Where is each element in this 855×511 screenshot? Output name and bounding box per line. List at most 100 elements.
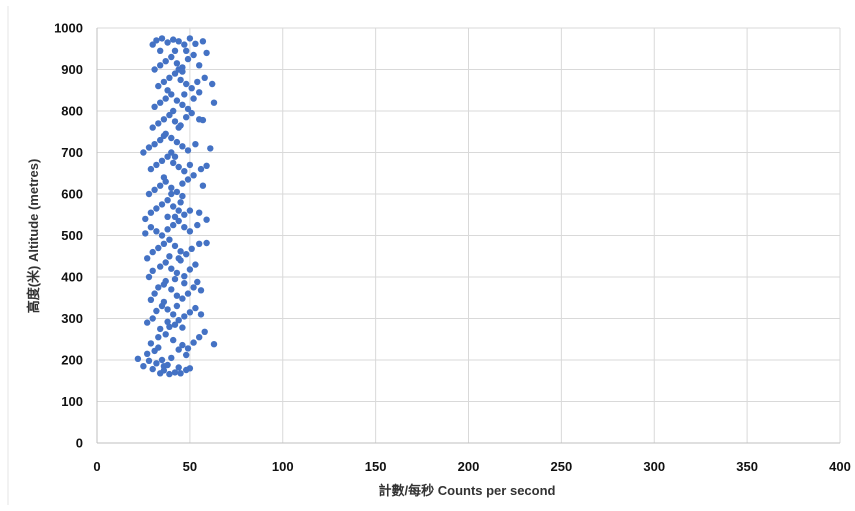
data-point bbox=[158, 356, 166, 364]
data-point bbox=[158, 35, 166, 42]
data-point bbox=[160, 174, 168, 181]
data-point bbox=[168, 184, 175, 191]
data-point bbox=[168, 354, 175, 362]
data-point bbox=[181, 168, 188, 175]
data-point bbox=[199, 182, 207, 189]
data-point bbox=[164, 87, 171, 94]
data-point bbox=[157, 62, 164, 69]
data-point bbox=[147, 296, 155, 303]
data-point bbox=[183, 114, 190, 121]
data-point bbox=[166, 323, 173, 330]
data-point bbox=[171, 213, 179, 220]
data-point bbox=[197, 165, 205, 173]
data-point bbox=[166, 236, 173, 243]
data-point bbox=[177, 248, 184, 255]
data-point bbox=[177, 199, 184, 206]
y-tick-label: 1000 bbox=[54, 21, 83, 36]
data-point bbox=[179, 143, 186, 150]
data-point bbox=[186, 228, 194, 235]
data-point bbox=[175, 207, 182, 214]
data-point bbox=[171, 153, 179, 160]
data-point bbox=[177, 76, 184, 84]
data-point bbox=[209, 80, 216, 88]
axes bbox=[96, 28, 840, 444]
data-point bbox=[175, 217, 182, 225]
data-point bbox=[164, 306, 171, 313]
data-point bbox=[151, 141, 158, 148]
data-point bbox=[183, 251, 190, 258]
data-point bbox=[190, 95, 197, 102]
data-points bbox=[134, 35, 218, 378]
data-point bbox=[155, 120, 162, 127]
data-point bbox=[171, 275, 179, 283]
data-point bbox=[175, 38, 182, 45]
gridlines bbox=[97, 27, 841, 443]
data-point bbox=[183, 351, 190, 359]
y-tick-label: 400 bbox=[61, 270, 83, 285]
data-point bbox=[196, 334, 203, 341]
data-point bbox=[190, 172, 197, 179]
data-point bbox=[173, 269, 181, 277]
data-point bbox=[155, 284, 162, 291]
data-point bbox=[147, 209, 155, 216]
data-point bbox=[151, 66, 158, 73]
data-point bbox=[134, 355, 142, 362]
data-point bbox=[181, 91, 188, 98]
data-point bbox=[188, 85, 195, 92]
data-point bbox=[194, 278, 201, 286]
data-point bbox=[171, 47, 179, 54]
data-point bbox=[147, 224, 155, 231]
data-point bbox=[181, 211, 188, 218]
data-point bbox=[184, 290, 192, 297]
data-point bbox=[160, 298, 168, 306]
data-point bbox=[184, 345, 192, 352]
x-tick-label: 400 bbox=[829, 459, 851, 474]
data-point bbox=[173, 302, 181, 310]
data-point bbox=[149, 315, 156, 322]
data-point bbox=[181, 41, 188, 48]
data-point bbox=[171, 369, 179, 376]
data-point bbox=[177, 257, 184, 264]
y-tick-label: 600 bbox=[61, 187, 83, 202]
data-point bbox=[164, 213, 171, 220]
data-point bbox=[162, 331, 169, 338]
data-point bbox=[160, 132, 168, 140]
data-point bbox=[155, 344, 162, 351]
data-point bbox=[168, 286, 175, 293]
data-point bbox=[173, 188, 181, 196]
data-point bbox=[177, 370, 184, 377]
data-point bbox=[190, 51, 197, 59]
data-point bbox=[153, 205, 160, 212]
data-point bbox=[203, 49, 210, 57]
data-point bbox=[184, 105, 192, 113]
y-tick-label: 800 bbox=[61, 104, 83, 119]
data-point bbox=[155, 334, 162, 341]
data-point bbox=[203, 239, 210, 247]
data-point bbox=[170, 336, 177, 344]
data-point bbox=[166, 74, 173, 82]
data-point bbox=[181, 313, 188, 320]
data-point bbox=[210, 99, 218, 106]
data-point bbox=[175, 317, 182, 324]
data-point bbox=[170, 311, 177, 318]
x-tick-label: 0 bbox=[93, 459, 100, 474]
data-point bbox=[175, 346, 182, 353]
x-tick-label: 50 bbox=[183, 459, 197, 474]
data-point bbox=[186, 266, 194, 273]
data-point bbox=[179, 192, 186, 200]
data-point bbox=[173, 60, 181, 67]
data-point bbox=[149, 41, 156, 48]
data-point bbox=[157, 136, 164, 144]
data-point bbox=[186, 161, 194, 169]
data-point bbox=[166, 370, 173, 378]
data-point bbox=[175, 163, 182, 171]
data-point bbox=[194, 221, 201, 229]
data-point bbox=[151, 186, 158, 193]
data-point bbox=[145, 190, 153, 198]
data-point bbox=[147, 165, 155, 173]
data-point bbox=[149, 365, 156, 373]
data-point bbox=[186, 365, 194, 372]
data-point bbox=[166, 111, 173, 119]
y-axis-title: 高度(米) Altitude (metres) bbox=[26, 159, 41, 314]
data-point bbox=[196, 62, 203, 69]
